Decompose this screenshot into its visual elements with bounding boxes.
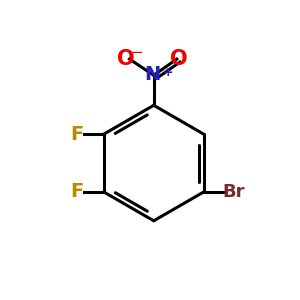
Text: +: + [163,66,173,79]
Text: O: O [170,49,188,69]
Text: F: F [70,125,84,144]
Text: O: O [117,49,135,69]
Text: −: − [130,45,143,60]
Text: F: F [70,182,84,201]
Text: N: N [145,64,161,84]
Text: Br: Br [223,183,245,201]
